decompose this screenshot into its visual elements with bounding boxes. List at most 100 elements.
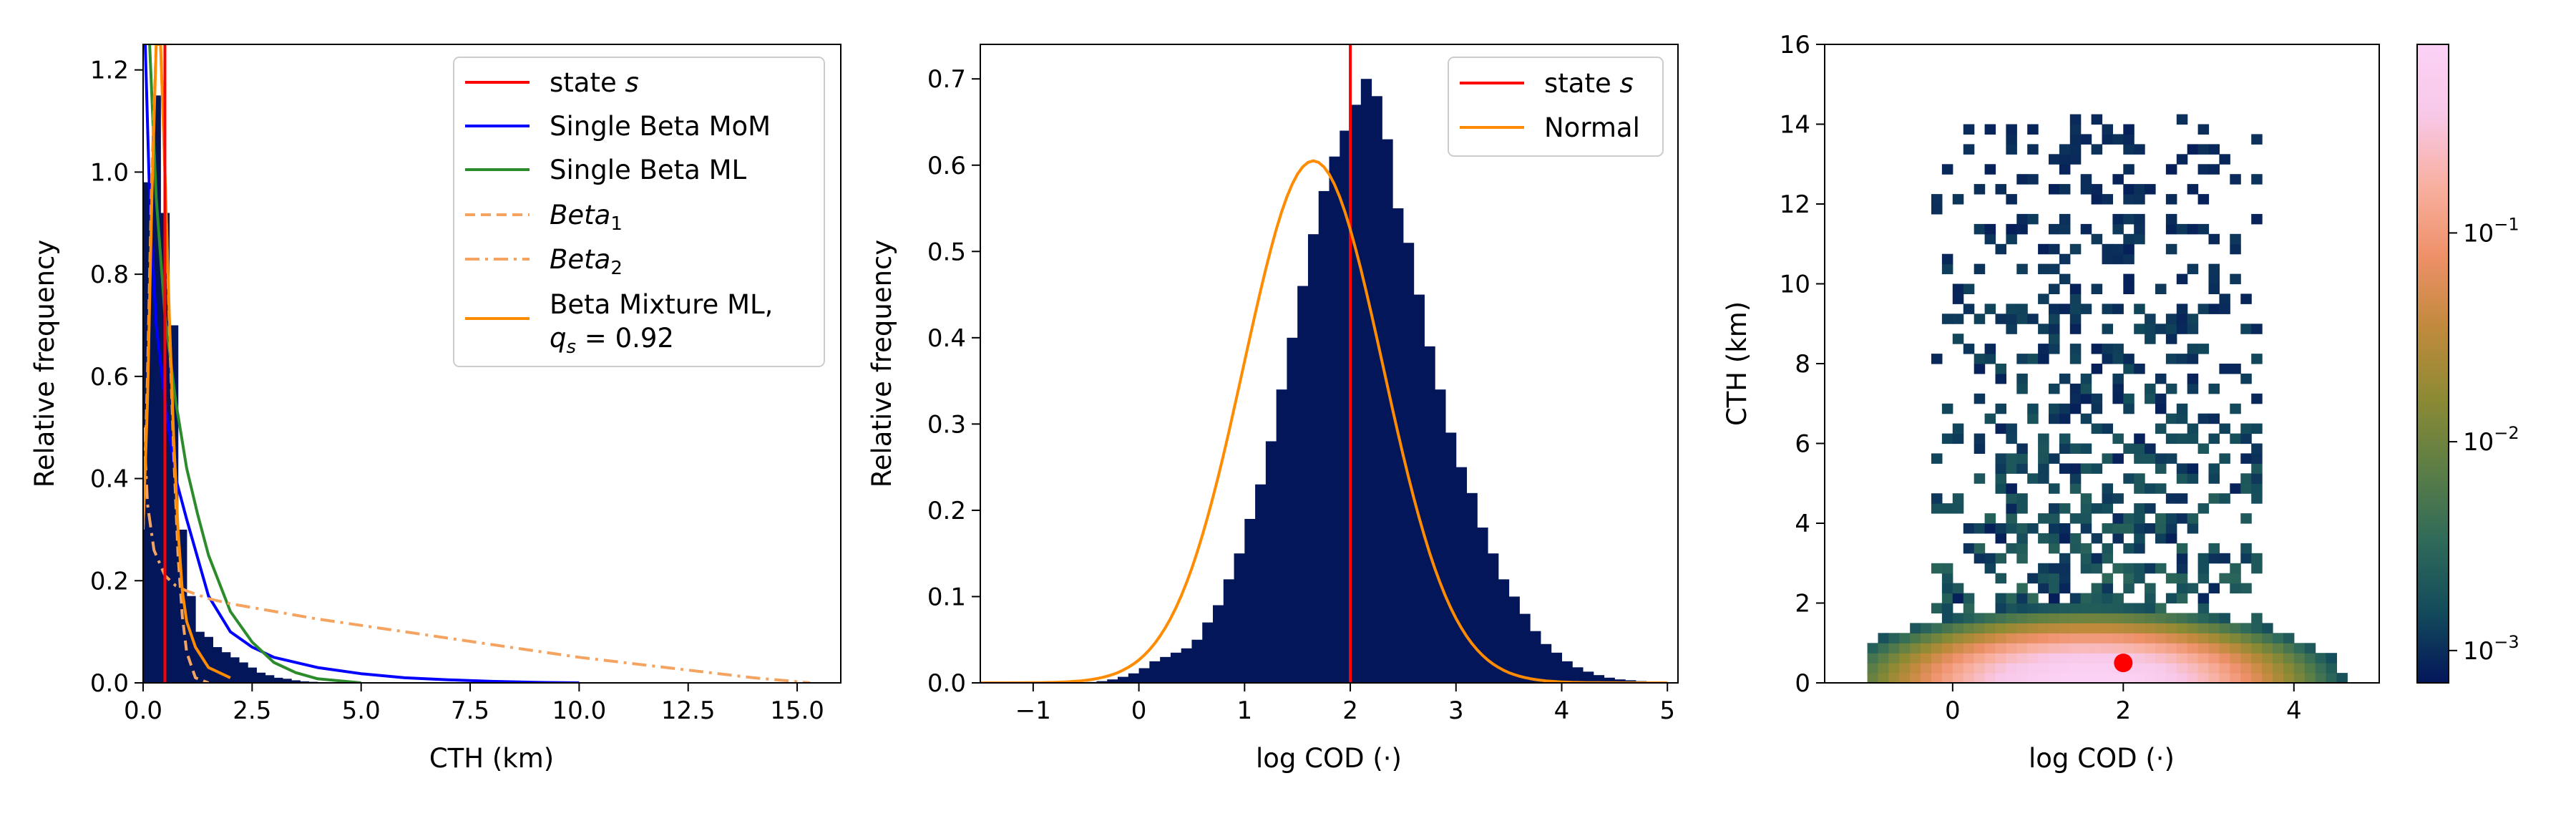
heatmap-cell: [2251, 393, 2263, 404]
heatmap-cell: [1995, 364, 2006, 374]
heatmap-cell: [2049, 324, 2060, 334]
heatmap-cell: [1931, 493, 1943, 504]
heatmap-cell: [2208, 613, 2220, 623]
heatmap-cell: [2102, 303, 2113, 314]
heatmap-cell: [1941, 503, 1953, 514]
heatmap-cell: [2134, 324, 2145, 334]
histogram-bar: [1340, 130, 1351, 683]
heatmap-cell: [1963, 603, 1975, 613]
heatmap-cell: [1984, 613, 1996, 623]
x-tick-label: 3: [1448, 696, 1464, 725]
heatmap-cell: [2230, 653, 2241, 664]
heatmap-cell: [2049, 653, 2060, 664]
heatmap-cell: [2155, 423, 2167, 434]
heatmap-cell: [2176, 154, 2188, 165]
heatmap-cell: [2059, 253, 2071, 265]
heatmap-cell: [2112, 253, 2124, 265]
heatmap-cell: [2027, 403, 2039, 414]
heatmap-cell: [1941, 403, 1953, 414]
heatmap-cell: [2038, 293, 2049, 304]
heatmap-cell: [2016, 613, 2028, 623]
heatmap-cell: [1995, 403, 2006, 414]
heatmap-cell: [2091, 463, 2103, 474]
heatmap-cell: [2112, 613, 2124, 623]
heatmap-cell: [1931, 603, 1943, 613]
heatmap-cell: [2187, 144, 2199, 155]
heatmap-cell: [2069, 603, 2082, 613]
heatmap-cell: [2134, 194, 2145, 205]
heatmap-cell: [2027, 354, 2039, 364]
heatmap-cell: [2176, 324, 2188, 334]
heatmap-cell: [1941, 314, 1953, 324]
heatmap-cell: [2038, 603, 2049, 613]
heatmap-cell: [2240, 324, 2252, 334]
heatmap-cell: [2102, 643, 2113, 654]
heatmap-cell: [2123, 164, 2135, 175]
heatmap-cell: [2049, 583, 2060, 594]
heatmap-cell: [2016, 523, 2028, 534]
heatmap-cell: [2176, 553, 2188, 564]
heatmap-cell: [1931, 643, 1943, 654]
heatmap-cell: [2080, 493, 2092, 504]
heatmap-cell: [2240, 473, 2252, 484]
x-tick-label: 4: [1554, 696, 1570, 725]
heatmap-cell: [2102, 623, 2113, 633]
heatmap-cell: [2006, 324, 2017, 334]
heatmap-cell: [2208, 623, 2220, 633]
histogram-bar: [1561, 661, 1573, 683]
x-tick-label: −1: [1015, 696, 1051, 725]
heatmap-cell: [1941, 613, 1953, 623]
heatmap-cell: [2145, 653, 2156, 664]
heatmap-cell: [2091, 114, 2103, 125]
histogram-bar: [1118, 676, 1129, 683]
heatmap-cell: [1899, 633, 1911, 643]
heatmap-cell: [2091, 583, 2103, 594]
heatmap-cell: [2165, 433, 2177, 445]
heatmap-cell: [1974, 443, 1986, 454]
heatmap-cell: [2006, 144, 2017, 155]
heatmap-cell: [2219, 303, 2230, 314]
heatmap-cell: [1974, 613, 1986, 623]
heatmap-cell: [2038, 473, 2049, 484]
heatmap-cell: [2165, 164, 2177, 175]
heatmap-cell: [2165, 653, 2177, 664]
histogram-bar: [1360, 79, 1372, 683]
heatmap-cell: [2123, 194, 2135, 205]
heatmap-cell: [2176, 433, 2188, 445]
heatmap-cell: [1974, 364, 1986, 374]
heatmap-cell: [1963, 283, 1975, 294]
heatmap-cell: [2091, 633, 2103, 643]
heatmap-cell: [2197, 413, 2210, 424]
heatmap-cell: [2230, 643, 2241, 654]
heatmap-cell: [2145, 613, 2156, 623]
heatmap-cell: [2102, 344, 2113, 354]
histogram-bar: [1572, 667, 1584, 683]
heatmap-cell: [2145, 184, 2156, 195]
heatmap-cell: [1899, 663, 1911, 674]
heatmap-cell: [2080, 393, 2092, 404]
heatmap-cell: [2102, 523, 2113, 534]
heatmap-cell: [2155, 603, 2167, 613]
heatmap-cell: [2049, 403, 2060, 414]
heatmap-cell: [2112, 393, 2124, 404]
heatmap-cell: [2049, 283, 2060, 294]
x-tick-label: 15.0: [770, 696, 824, 725]
heatmap-cell: [2165, 533, 2177, 544]
heatmap-cell: [2112, 633, 2124, 643]
heatmap-cell: [2038, 344, 2049, 354]
heatmap-cell: [2102, 324, 2113, 334]
heatmap-cell: [1995, 663, 2006, 674]
y-tick-label: 4: [1795, 510, 1810, 538]
heatmap-cell: [2273, 633, 2284, 643]
heatmap-cell: [2049, 223, 2060, 235]
heatmap-cell: [1974, 433, 1986, 445]
heatmap-cell: [2145, 583, 2156, 594]
heatmap-cell: [2197, 553, 2210, 564]
heatmap-cell: [2134, 653, 2145, 664]
heatmap-cell: [2176, 633, 2188, 643]
heatmap-cell: [2112, 513, 2124, 524]
heatmap-cell: [2134, 603, 2145, 613]
heatmap-cell: [1867, 663, 1879, 674]
heatmap-cell: [2016, 553, 2028, 564]
x-tick-label: 0.0: [124, 696, 162, 725]
